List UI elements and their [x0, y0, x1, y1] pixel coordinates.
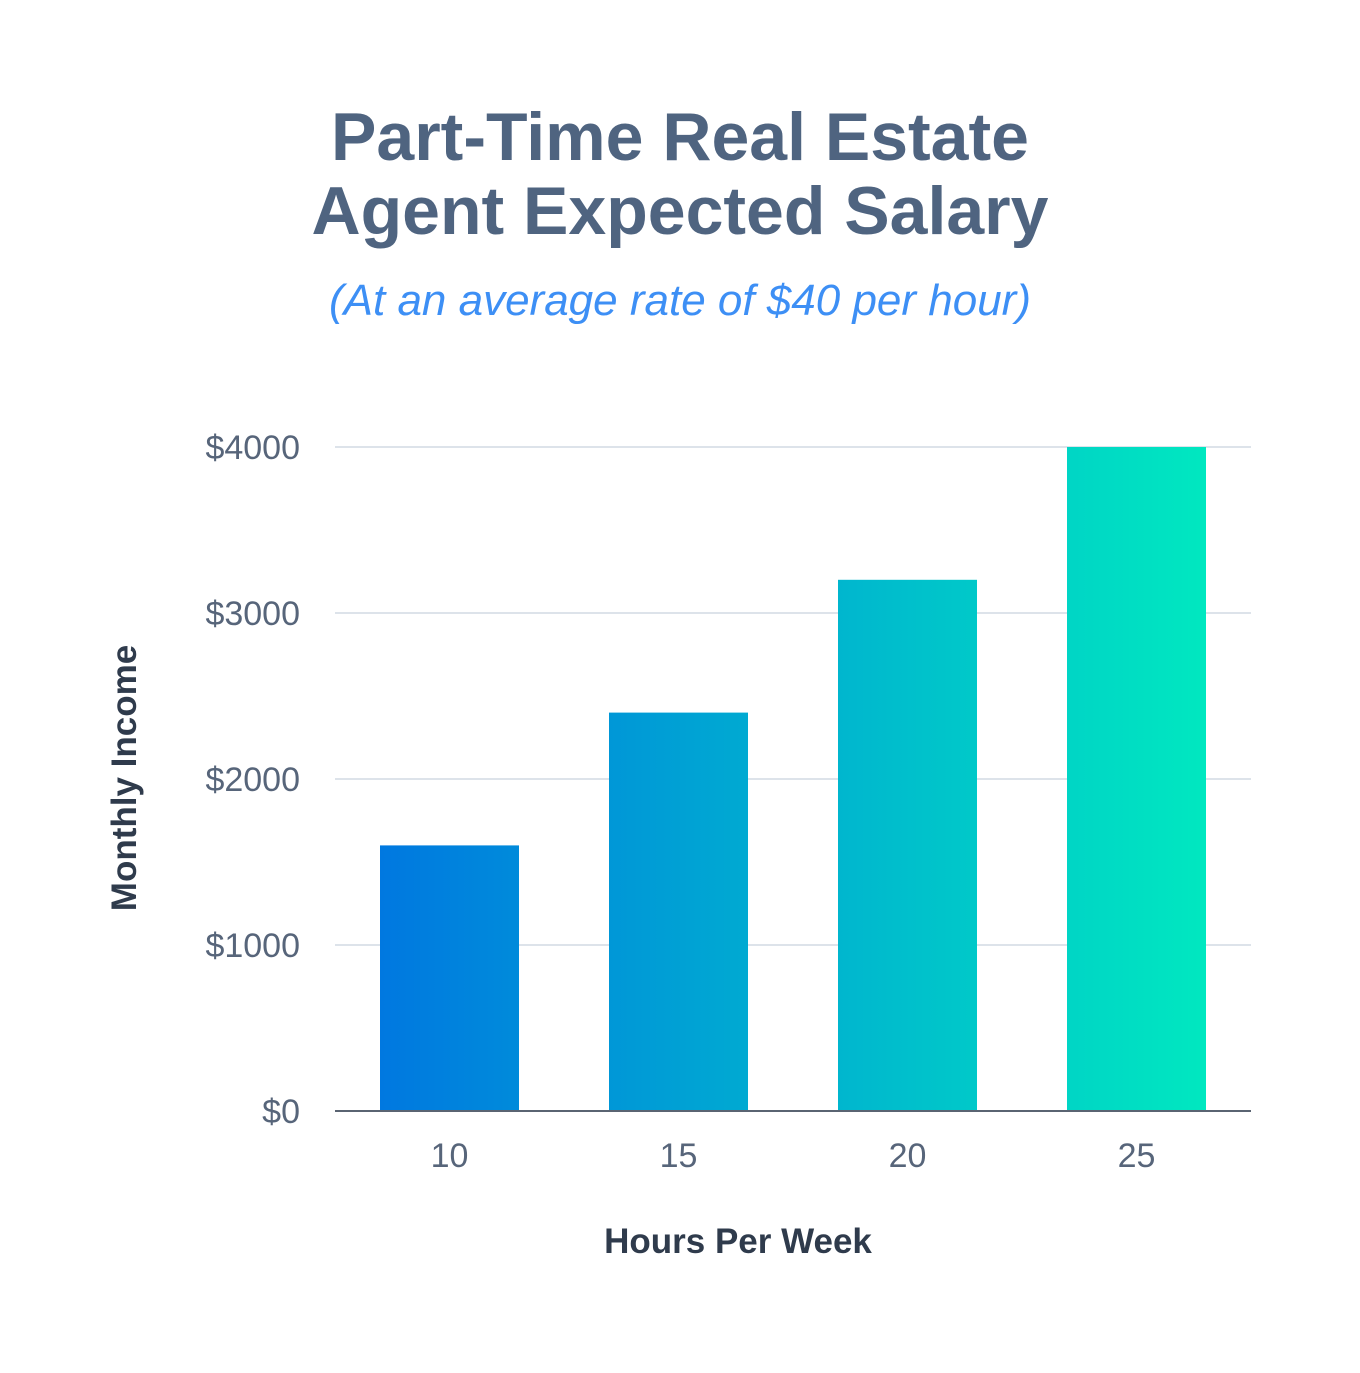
chart-title-line-2: Agent Expected Salary	[311, 173, 1049, 249]
bar	[609, 712, 748, 1111]
y-tick-label: $1000	[205, 927, 300, 965]
chart-title: Part-Time Real Estate Agent Expected Sal…	[0, 100, 1360, 248]
bar	[380, 845, 519, 1111]
bar	[1067, 447, 1206, 1111]
x-tick-label: 10	[431, 1137, 469, 1175]
bars	[380, 447, 1206, 1111]
y-tick-label: $4000	[205, 429, 300, 467]
x-axis-title: Hours Per Week	[604, 1222, 872, 1261]
y-tick-label: $2000	[205, 761, 300, 799]
x-axis-ticks: 10 15 20 25	[431, 1137, 1156, 1175]
chart-title-line-1: Part-Time Real Estate	[331, 99, 1029, 175]
y-axis-title: Monthly Income	[105, 645, 144, 911]
x-tick-label: 20	[889, 1137, 927, 1175]
bar	[838, 579, 977, 1111]
chart-subtitle: (At an average rate of $40 per hour)	[329, 276, 1031, 325]
x-tick-label: 15	[660, 1137, 698, 1175]
y-tick-label: $0	[262, 1093, 300, 1131]
y-axis-ticks: $0 $1000 $2000 $3000 $4000	[205, 429, 300, 1131]
x-tick-label: 25	[1118, 1137, 1156, 1175]
y-tick-label: $3000	[205, 595, 300, 633]
